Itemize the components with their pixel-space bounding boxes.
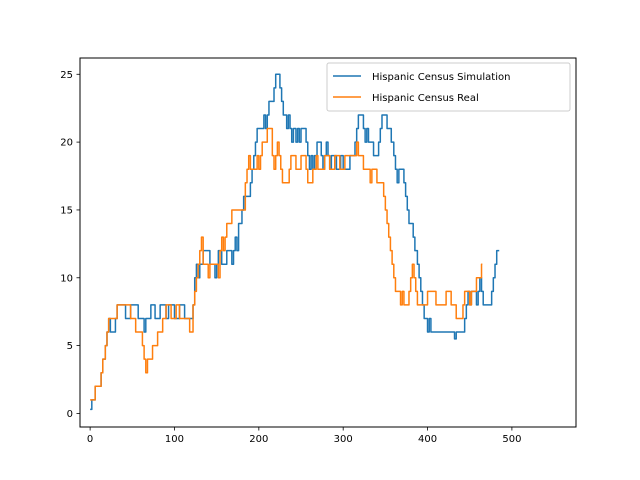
x-tick-label: 500	[502, 434, 521, 445]
plot-background	[80, 58, 576, 427]
y-tick-label: 10	[60, 273, 73, 284]
legend-label-1: Hispanic Census Simulation	[372, 72, 510, 83]
legend-box	[326, 62, 571, 112]
series-layer	[90, 73, 500, 411]
legend-label-2: Hispanic Census Real	[372, 93, 479, 104]
series-line-1	[90, 73, 500, 411]
x-tick-label: 400	[418, 434, 437, 445]
x-tick-label: 200	[249, 434, 268, 445]
plot-frame	[79, 57, 577, 428]
ticks-layer: 0 100 200 300 400 500 0 5 10 15 20 25	[60, 70, 521, 445]
y-tick-label: 25	[60, 70, 73, 81]
x-tick-label: 100	[165, 434, 184, 445]
legend: Hispanic Census Simulation Hispanic Censu…	[326, 62, 571, 112]
y-tick-label: 0	[67, 409, 73, 420]
x-tick-label: 0	[87, 434, 93, 445]
y-tick-label: 20	[60, 138, 73, 149]
x-tick-label: 300	[334, 434, 353, 445]
series-line-2	[90, 127, 483, 401]
y-tick-label: 5	[67, 341, 73, 352]
y-tick-label: 15	[60, 205, 73, 216]
